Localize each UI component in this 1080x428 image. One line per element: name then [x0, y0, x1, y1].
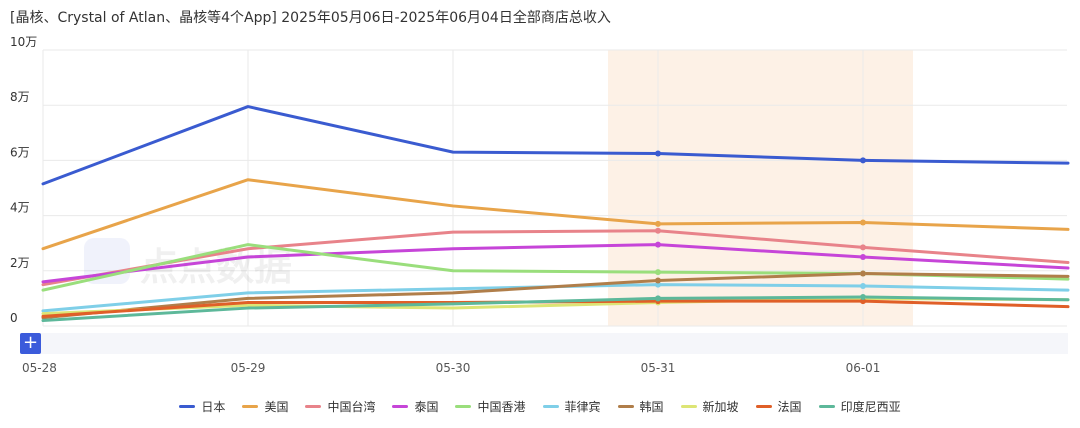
data-point-美国 — [655, 220, 661, 227]
data-point-日本 — [860, 157, 866, 164]
legend-label: 菲律宾 — [564, 400, 601, 414]
data-point-美国 — [860, 219, 866, 226]
zoom-in-button[interactable]: + — [20, 333, 41, 354]
legend-item[interactable]: 中国台湾 — [305, 398, 375, 415]
legend-swatch — [617, 405, 634, 408]
series-line-中国台湾 — [41, 229, 1070, 287]
legend-swatch — [755, 405, 772, 408]
legend-label: 泰国 — [414, 400, 439, 414]
legend-item[interactable]: 泰国 — [392, 398, 438, 415]
data-point-菲律宾 — [655, 281, 661, 288]
x-tick-label: 05-30 — [436, 361, 471, 375]
data-point-韩国 — [860, 270, 866, 277]
data-point-印度尼西亚 — [655, 295, 661, 302]
y-tick-label: 8万 — [10, 90, 30, 104]
data-point-日本 — [655, 150, 661, 157]
legend-label: 美国 — [264, 400, 289, 414]
y-tick-label: 0 — [10, 311, 18, 325]
legend: 日本 美国 中国台湾 泰国 中国香港 菲律宾 韩国 新加坡 法国 印度尼西亚 — [0, 398, 1080, 415]
x-tick-label: 06-01 — [846, 361, 881, 375]
data-point-泰国 — [860, 254, 866, 260]
series-line-韩国 — [41, 272, 1070, 320]
series-markers — [655, 150, 866, 306]
legend-item[interactable]: 菲律宾 — [542, 398, 601, 415]
legend-label: 韩国 — [639, 400, 664, 414]
series-line-日本 — [41, 105, 1070, 186]
legend-swatch — [455, 405, 472, 408]
y-tick-label: 6万 — [10, 145, 30, 159]
legend-swatch — [392, 405, 409, 408]
legend-item[interactable]: 美国 — [242, 398, 288, 415]
y-tick-label: 4万 — [10, 201, 30, 215]
legend-item[interactable]: 中国香港 — [455, 398, 526, 415]
x-tick-label: 05-29 — [231, 361, 266, 375]
legend-label: 中国香港 — [477, 400, 526, 414]
y-tick-label: 10万 — [10, 35, 37, 49]
data-point-泰国 — [655, 241, 661, 248]
series-line-美国 — [41, 178, 1070, 251]
legend-label: 新加坡 — [702, 400, 739, 414]
legend-label: 中国台湾 — [327, 400, 376, 414]
series-line-印度尼西亚 — [41, 295, 1070, 322]
x-tick-label: 05-31 — [641, 361, 676, 375]
legend-swatch — [242, 405, 259, 408]
legend-item[interactable]: 日本 — [179, 398, 225, 415]
chart-title: [晶核、Crystal of Atlan、晶核等4个App] 2025年05月0… — [10, 10, 611, 26]
legend-item[interactable]: 新加坡 — [680, 398, 739, 415]
legend-swatch — [818, 405, 835, 408]
data-point-中国香港 — [655, 269, 661, 276]
series-lines — [41, 105, 1070, 322]
legend-swatch — [680, 405, 697, 408]
legend-label: 法国 — [777, 400, 802, 414]
legend-swatch — [542, 405, 559, 408]
y-tick-label: 2万 — [10, 256, 30, 270]
data-point-菲律宾 — [860, 282, 866, 289]
y-tick-labels: 0 2万 4万 6万 8万 10万 — [10, 35, 37, 325]
legend-item[interactable]: 印度尼西亚 — [818, 398, 901, 415]
legend-item[interactable]: 韩国 — [617, 398, 664, 415]
legend-label: 印度尼西亚 — [840, 400, 901, 414]
zoom-slider-track[interactable] — [20, 333, 1068, 354]
series-line-泰国 — [41, 243, 1070, 284]
data-point-印度尼西亚 — [860, 294, 866, 301]
x-tick-label: 05-28 — [22, 361, 57, 375]
data-point-法国 — [860, 298, 866, 305]
legend-label: 日本 — [201, 400, 226, 414]
x-tick-labels: 05-28 05-29 05-30 05-31 06-01 — [22, 361, 880, 375]
data-point-韩国 — [655, 277, 661, 284]
legend-swatch — [179, 405, 196, 408]
data-point-中国台湾 — [860, 244, 866, 251]
legend-swatch — [305, 405, 322, 408]
legend-item[interactable]: 法国 — [755, 398, 802, 415]
data-point-中国台湾 — [655, 227, 661, 234]
